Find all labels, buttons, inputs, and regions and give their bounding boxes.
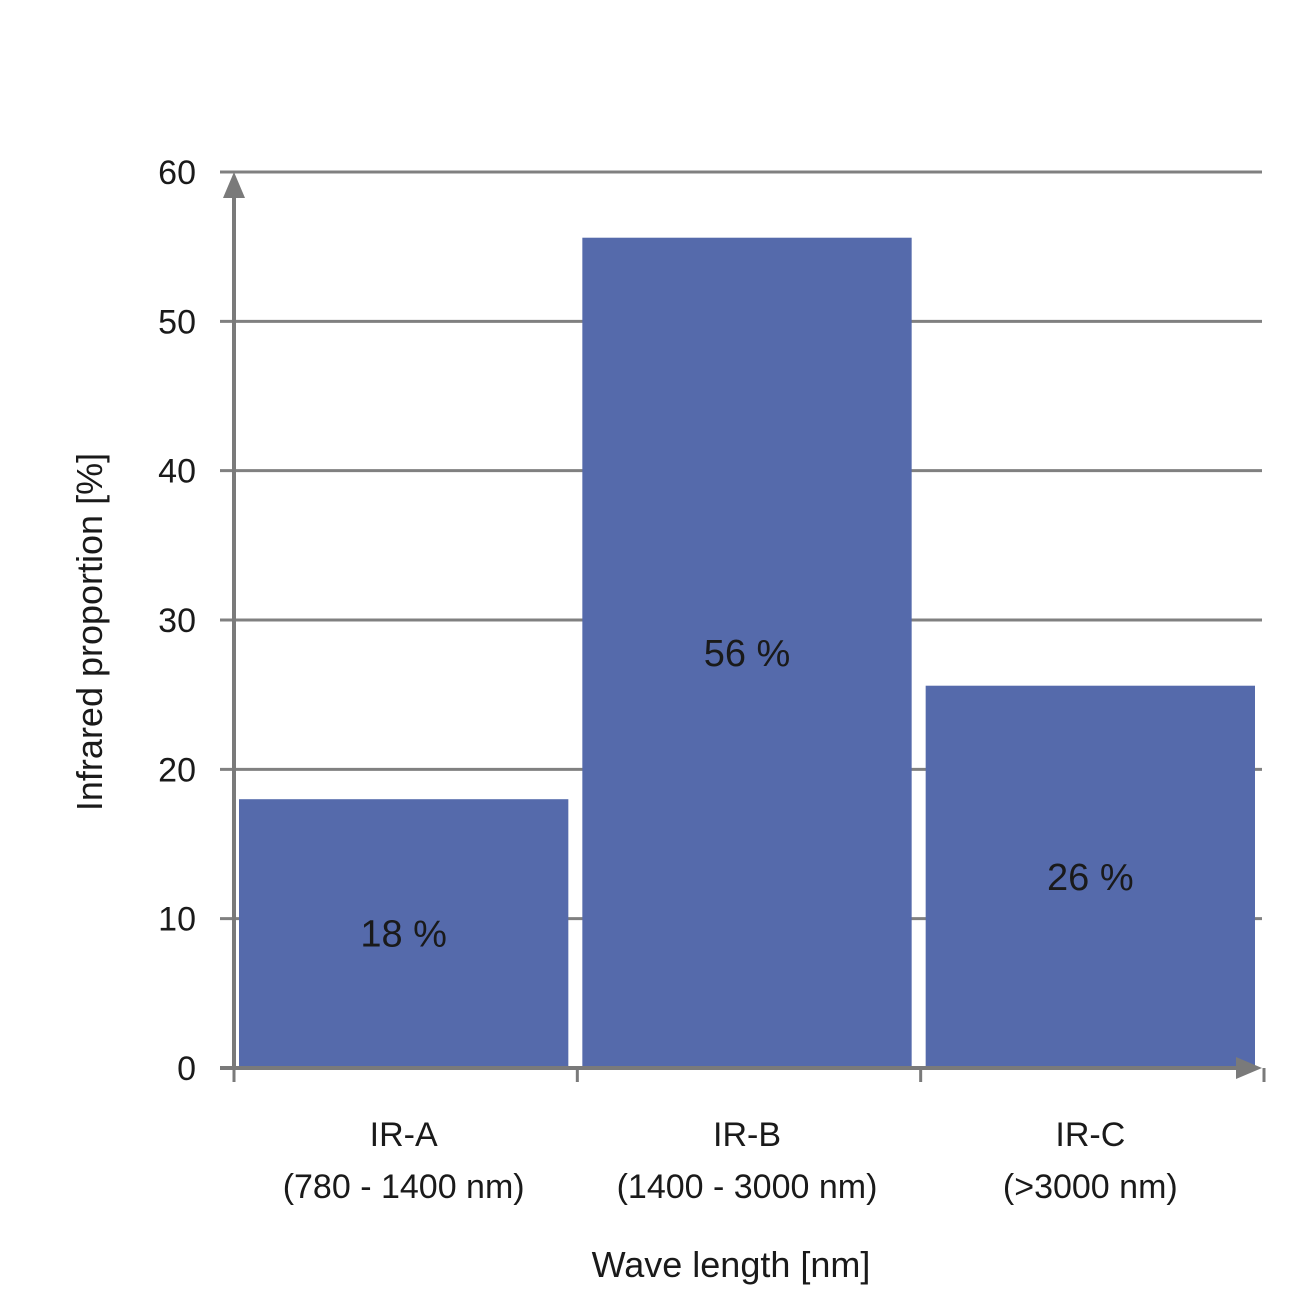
x-axis-title: Wave length [nm]: [592, 1244, 871, 1285]
x-category-sublabel: (>3000 nm): [1003, 1168, 1178, 1206]
y-tick-label: 30: [158, 602, 196, 640]
data-label: 26 %: [1047, 857, 1134, 899]
x-axis-arrow: [1236, 1057, 1262, 1079]
y-tick-label: 50: [158, 303, 196, 341]
data-label: 56 %: [704, 633, 791, 675]
y-tick-label: 20: [158, 751, 196, 789]
bar: [239, 799, 569, 1068]
y-axis-title: Infrared proportion [%]: [69, 453, 110, 811]
x-category-sublabel: (780 - 1400 nm): [283, 1168, 525, 1206]
labels: 0 10 20 30 40 50 60 18 % IR-A (780 - 1400 nm) 56 %…: [158, 154, 1178, 1206]
bar: [582, 237, 912, 1068]
bar: [925, 685, 1255, 1068]
y-axis-arrow: [223, 172, 245, 198]
bars: [239, 237, 1255, 1068]
x-category-label: IR-C: [1055, 1116, 1125, 1154]
y-tick-label: 0: [177, 1050, 196, 1088]
x-category-label: IR-B: [713, 1116, 781, 1154]
y-tick-label: 60: [158, 154, 196, 192]
x-category-label: IR-A: [370, 1116, 438, 1154]
axes: [220, 172, 1266, 1082]
x-category-sublabel: (1400 - 3000 nm): [617, 1168, 878, 1206]
y-tick-label: 40: [158, 453, 196, 491]
data-label: 18 %: [360, 914, 447, 956]
y-tick-label: 10: [158, 901, 196, 939]
